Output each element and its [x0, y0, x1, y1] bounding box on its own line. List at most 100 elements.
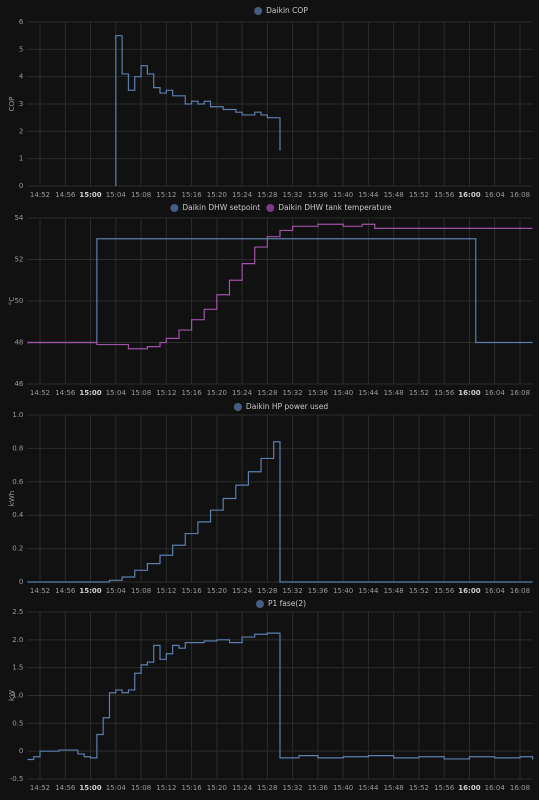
x-tick-label: 15:48: [384, 389, 404, 397]
x-tick-label: 16:08: [510, 587, 530, 595]
y-axis-label: COP: [8, 97, 16, 112]
y-axis-label: °C: [8, 297, 16, 306]
x-tick-label: 16:00: [458, 191, 480, 199]
legend-swatch: [255, 600, 264, 608]
y-tick-label: 0: [19, 578, 23, 586]
x-tick-label: 15:32: [283, 389, 303, 397]
y-tick-label: 0.5: [12, 719, 23, 727]
x-tick-label: 15:52: [409, 191, 429, 199]
x-tick-label: 14:56: [55, 191, 76, 199]
x-tick-label: 14:56: [55, 784, 76, 792]
x-tick-label: 16:00: [458, 587, 480, 595]
legend-swatch: [266, 204, 275, 212]
x-tick-label: 14:56: [55, 389, 76, 397]
x-tick-label: 15:40: [333, 191, 353, 199]
y-tick-label: 3: [19, 100, 23, 108]
y-tick-label: 0: [19, 182, 23, 190]
x-tick-label: 16:04: [485, 784, 506, 792]
x-tick-label: 15:48: [384, 191, 404, 199]
legend: Daikin DHW setpoint Daikin DHW tank tempe…: [170, 203, 392, 212]
x-tick-label: 16:08: [510, 389, 530, 397]
x-tick-label: 15:56: [434, 191, 455, 199]
x-tick-label: 15:44: [358, 784, 379, 792]
y-tick-label: 1: [19, 155, 23, 163]
legend: Daikin COP: [254, 6, 308, 15]
y-tick-label: -0.5: [10, 775, 24, 783]
y-tick-label: 2.0: [12, 636, 23, 644]
legend-label: Daikin HP power used: [246, 402, 328, 411]
x-tick-label: 15:36: [308, 587, 329, 595]
x-tick-label: 15:32: [283, 784, 303, 792]
x-tick-label: 15:44: [358, 191, 379, 199]
x-tick-label: 15:36: [308, 784, 329, 792]
x-tick-label: 16:04: [485, 389, 506, 397]
x-tick-label: 15:32: [283, 587, 303, 595]
x-tick-label: 15:28: [257, 784, 277, 792]
x-tick-label: 15:04: [106, 191, 127, 199]
x-tick-label: 15:16: [181, 191, 202, 199]
x-tick-label: 15:04: [106, 587, 127, 595]
x-tick-label: 14:52: [30, 389, 50, 397]
y-tick-label: 54: [14, 214, 23, 222]
y-tick-label: 0.2: [12, 545, 23, 553]
x-tick-label: 15:32: [283, 191, 303, 199]
legend-swatch: [254, 7, 263, 15]
x-tick-label: 15:12: [156, 389, 176, 397]
series-line: [27, 441, 533, 583]
x-tick-label: 15:20: [207, 784, 227, 792]
x-tick-label: 15:16: [181, 784, 202, 792]
x-tick-label: 16:00: [458, 784, 480, 792]
y-tick-label: 2: [19, 127, 23, 135]
x-tick-label: 16:04: [485, 191, 506, 199]
legend-swatch: [233, 403, 242, 411]
x-tick-label: 14:52: [30, 191, 50, 199]
x-tick-label: 15:40: [333, 389, 353, 397]
series-line: [115, 35, 281, 186]
x-tick-label: 15:24: [232, 587, 253, 595]
x-tick-label: 14:56: [55, 587, 76, 595]
x-tick-label: 15:52: [409, 389, 429, 397]
y-axis-label: kWh: [8, 491, 16, 506]
x-tick-label: 15:28: [257, 587, 277, 595]
legend: Daikin HP power used: [233, 402, 328, 411]
x-tick-label: 15:12: [156, 784, 176, 792]
legend: P1 fase(2): [255, 599, 306, 608]
legend-item: P1 fase(2): [255, 599, 306, 608]
x-tick-label: 15:04: [106, 784, 127, 792]
x-tick-label: 16:08: [510, 191, 530, 199]
x-tick-label: 16:00: [458, 389, 480, 397]
x-tick-label: 15:16: [181, 587, 202, 595]
y-tick-label: 1.0: [12, 692, 23, 700]
y-tick-label: 2.5: [12, 608, 23, 616]
y-tick-label: 6: [19, 18, 24, 26]
legend-swatch: [170, 204, 179, 212]
x-tick-label: 15:28: [257, 191, 277, 199]
x-tick-label: 15:00: [79, 784, 101, 792]
x-tick-label: 15:36: [308, 191, 329, 199]
y-tick-label: 52: [14, 256, 23, 264]
x-tick-label: 15:36: [308, 389, 329, 397]
x-tick-label: 15:00: [79, 587, 101, 595]
x-tick-label: 15:24: [232, 389, 253, 397]
x-tick-label: 15:56: [434, 784, 455, 792]
x-tick-label: 15:48: [384, 587, 404, 595]
y-tick-label: 46: [14, 380, 23, 388]
legend-label: Daikin DHW setpoint: [182, 203, 260, 212]
x-tick-label: 16:08: [510, 784, 530, 792]
series-line: [27, 223, 533, 350]
x-tick-label: 15:00: [79, 191, 101, 199]
y-tick-label: 0: [19, 747, 23, 755]
x-tick-label: 15:12: [156, 191, 176, 199]
y-tick-label: 0.8: [12, 444, 23, 452]
series-line: [27, 632, 534, 761]
y-tick-label: 5: [19, 45, 23, 53]
x-tick-label: 15:48: [384, 784, 404, 792]
x-tick-label: 15:12: [156, 587, 176, 595]
x-tick-label: 15:20: [207, 587, 227, 595]
y-tick-label: 48: [14, 339, 23, 347]
x-tick-label: 15:08: [131, 784, 151, 792]
x-tick-label: 15:44: [358, 587, 379, 595]
x-tick-label: 15:04: [106, 389, 127, 397]
x-tick-label: 14:52: [30, 784, 50, 792]
